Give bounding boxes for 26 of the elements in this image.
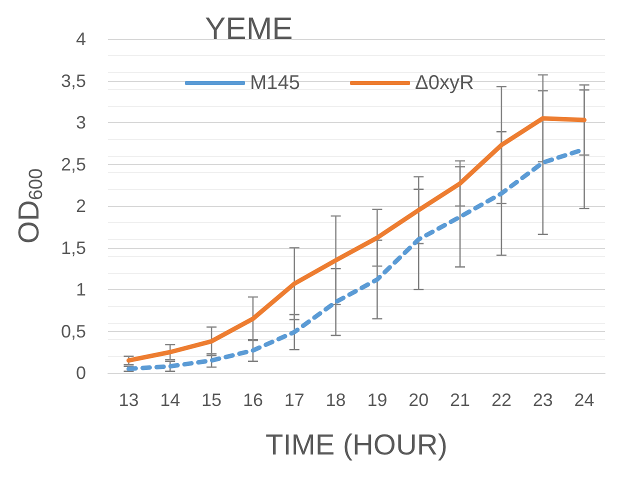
- x-tick-label: 16: [242, 390, 263, 410]
- x-tick-label: 14: [160, 390, 180, 410]
- y-axis-title: OD600: [14, 168, 47, 244]
- x-tick-label: 20: [408, 390, 429, 410]
- x-tick-label: 18: [326, 390, 346, 410]
- x-tick-label: 21: [450, 390, 470, 410]
- y-tick-label: 3: [76, 112, 86, 132]
- x-tick-label: 22: [491, 390, 512, 410]
- y-tick-label: 2: [76, 196, 86, 216]
- y-tick-label: 3,5: [60, 70, 86, 91]
- x-tick-label: 15: [202, 390, 222, 410]
- x-tick-label: 17: [284, 390, 304, 410]
- x-tick-label: 23: [532, 390, 553, 410]
- legend-label: M145: [250, 72, 300, 94]
- y-tick-label: 1: [76, 280, 86, 300]
- x-tick-label: 13: [118, 390, 139, 410]
- y-tick-label: 0,5: [60, 321, 86, 342]
- x-tick-label: 24: [574, 390, 594, 410]
- legend-label: Δ0xyR: [415, 72, 474, 94]
- y-tick-label: 2,5: [60, 154, 86, 174]
- y-tick-label: 1,5: [60, 238, 86, 258]
- x-tick-label: 19: [367, 390, 388, 410]
- y-tick-label: 0: [76, 363, 86, 383]
- chart-title: YEME: [205, 11, 293, 46]
- x-axis-title: TIME (HOUR): [265, 430, 448, 462]
- y-tick-label: 4: [76, 29, 86, 49]
